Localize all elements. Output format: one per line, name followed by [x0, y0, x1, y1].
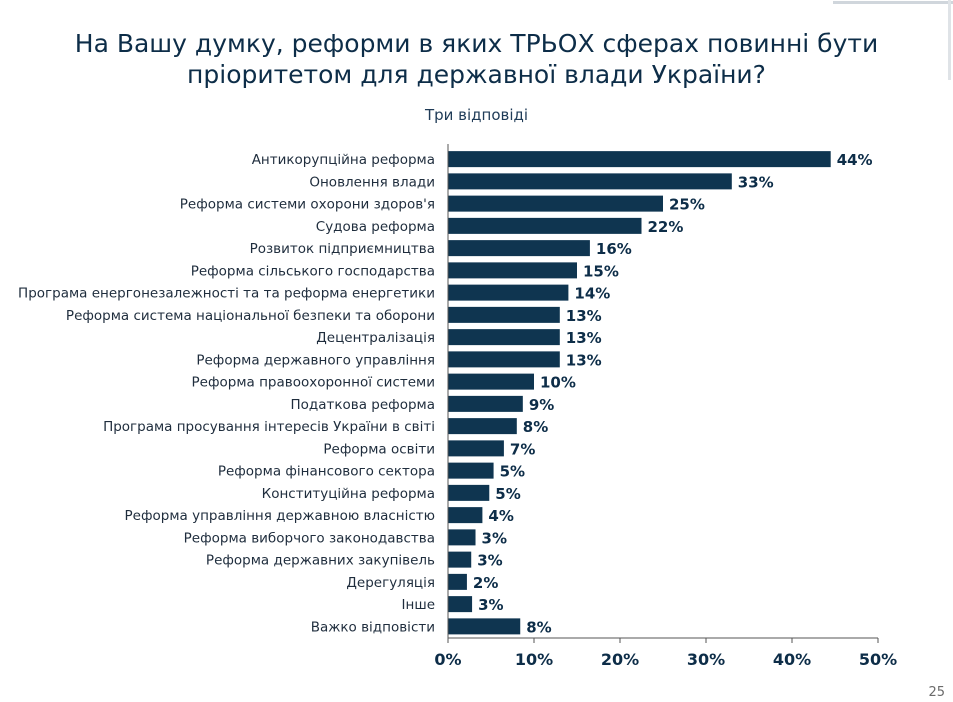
category-label: Інше: [402, 597, 435, 613]
category-label: Конституційна реформа: [262, 486, 435, 502]
bar: [448, 329, 560, 346]
bar: [448, 573, 467, 590]
title-line-1: На Вашу думку, реформи в яких ТРЬОХ сфер…: [74, 29, 879, 58]
category-label: Реформа правоохоронної системи: [192, 375, 436, 391]
bar: [448, 351, 560, 368]
bar: [448, 395, 523, 412]
data-label: 16%: [596, 240, 632, 258]
data-label: 44%: [837, 151, 873, 169]
right-decor-line: [948, 0, 951, 80]
bar: [448, 462, 494, 479]
bar: [448, 284, 569, 301]
x-tick-label: 40%: [773, 650, 811, 669]
category-label: Податкова реформа: [290, 397, 435, 413]
bar: [448, 484, 490, 501]
bar: [448, 373, 534, 390]
category-label: Реформа державних закупівель: [206, 553, 435, 569]
category-label: Реформа системи охорони здоров'я: [180, 197, 435, 213]
data-label: 2%: [473, 574, 498, 592]
page-number: 25: [928, 685, 945, 700]
x-tick-label: 20%: [601, 650, 639, 669]
data-label: 15%: [583, 262, 619, 280]
top-decor-line: [833, 1, 953, 4]
bar: [448, 596, 473, 613]
category-label: Важко відповісти: [311, 619, 435, 635]
data-label: 9%: [529, 396, 554, 414]
category-label: Реформа фінансового сектора: [218, 464, 435, 480]
bar: [448, 262, 577, 279]
data-label: 22%: [648, 218, 684, 236]
category-label: Реформа управління державною власністю: [125, 508, 435, 524]
bar: [448, 217, 642, 234]
bar: [448, 418, 517, 435]
category-label: Оновлення влади: [309, 174, 435, 190]
bar: [448, 507, 483, 524]
data-label: 13%: [566, 329, 602, 347]
data-label: 3%: [477, 552, 502, 570]
category-label: Програма просування інтересів України в …: [103, 419, 435, 435]
category-label: Реформа державного управління: [196, 352, 435, 368]
data-label: 3%: [478, 596, 503, 614]
data-label: 8%: [523, 418, 548, 436]
data-label: 5%: [495, 485, 520, 503]
data-label: 7%: [510, 440, 535, 458]
x-tick-label: 10%: [515, 650, 553, 669]
data-label: 5%: [500, 463, 525, 481]
category-label: Реформа освіти: [323, 441, 435, 457]
category-label: Реформа виборчого законодавства: [184, 530, 435, 546]
category-label: Програма енергонезалежності та та реформ…: [18, 286, 435, 302]
data-label: 8%: [526, 618, 551, 636]
category-label: Децентралізація: [316, 330, 435, 346]
category-label: Судова реформа: [316, 219, 435, 235]
bar: [448, 306, 560, 323]
bar: [448, 173, 732, 190]
bar: [448, 551, 472, 568]
x-tick-label: 50%: [859, 650, 897, 669]
chart-subtitle: Три відповіді: [424, 106, 529, 124]
category-label: Реформа система національної безпеки та …: [66, 308, 435, 324]
bar: [448, 618, 521, 635]
page-title: На Вашу думку, реформи в яких ТРЬОХ сфер…: [0, 28, 953, 90]
data-label: 4%: [488, 507, 513, 525]
category-label: Дерегуляція: [346, 575, 435, 591]
bar: [448, 240, 590, 257]
title-line-2: пріоритетом для державної влади України?: [187, 60, 766, 89]
x-tick-label: 0%: [434, 650, 461, 669]
bar: [448, 529, 476, 546]
data-label: 13%: [566, 307, 602, 325]
bar: [448, 151, 831, 168]
data-label: 13%: [566, 351, 602, 369]
category-label: Розвиток підприємництва: [250, 241, 435, 257]
data-label: 3%: [482, 529, 507, 547]
bar: [448, 195, 663, 212]
bar: [448, 440, 504, 457]
category-label: Антикорупційна реформа: [252, 152, 435, 168]
data-label: 25%: [669, 196, 705, 214]
data-label: 10%: [540, 374, 576, 392]
data-label: 33%: [738, 173, 774, 191]
data-label: 14%: [574, 285, 610, 303]
x-tick-label: 30%: [687, 650, 725, 669]
category-label: Реформа сільського господарства: [191, 263, 435, 279]
